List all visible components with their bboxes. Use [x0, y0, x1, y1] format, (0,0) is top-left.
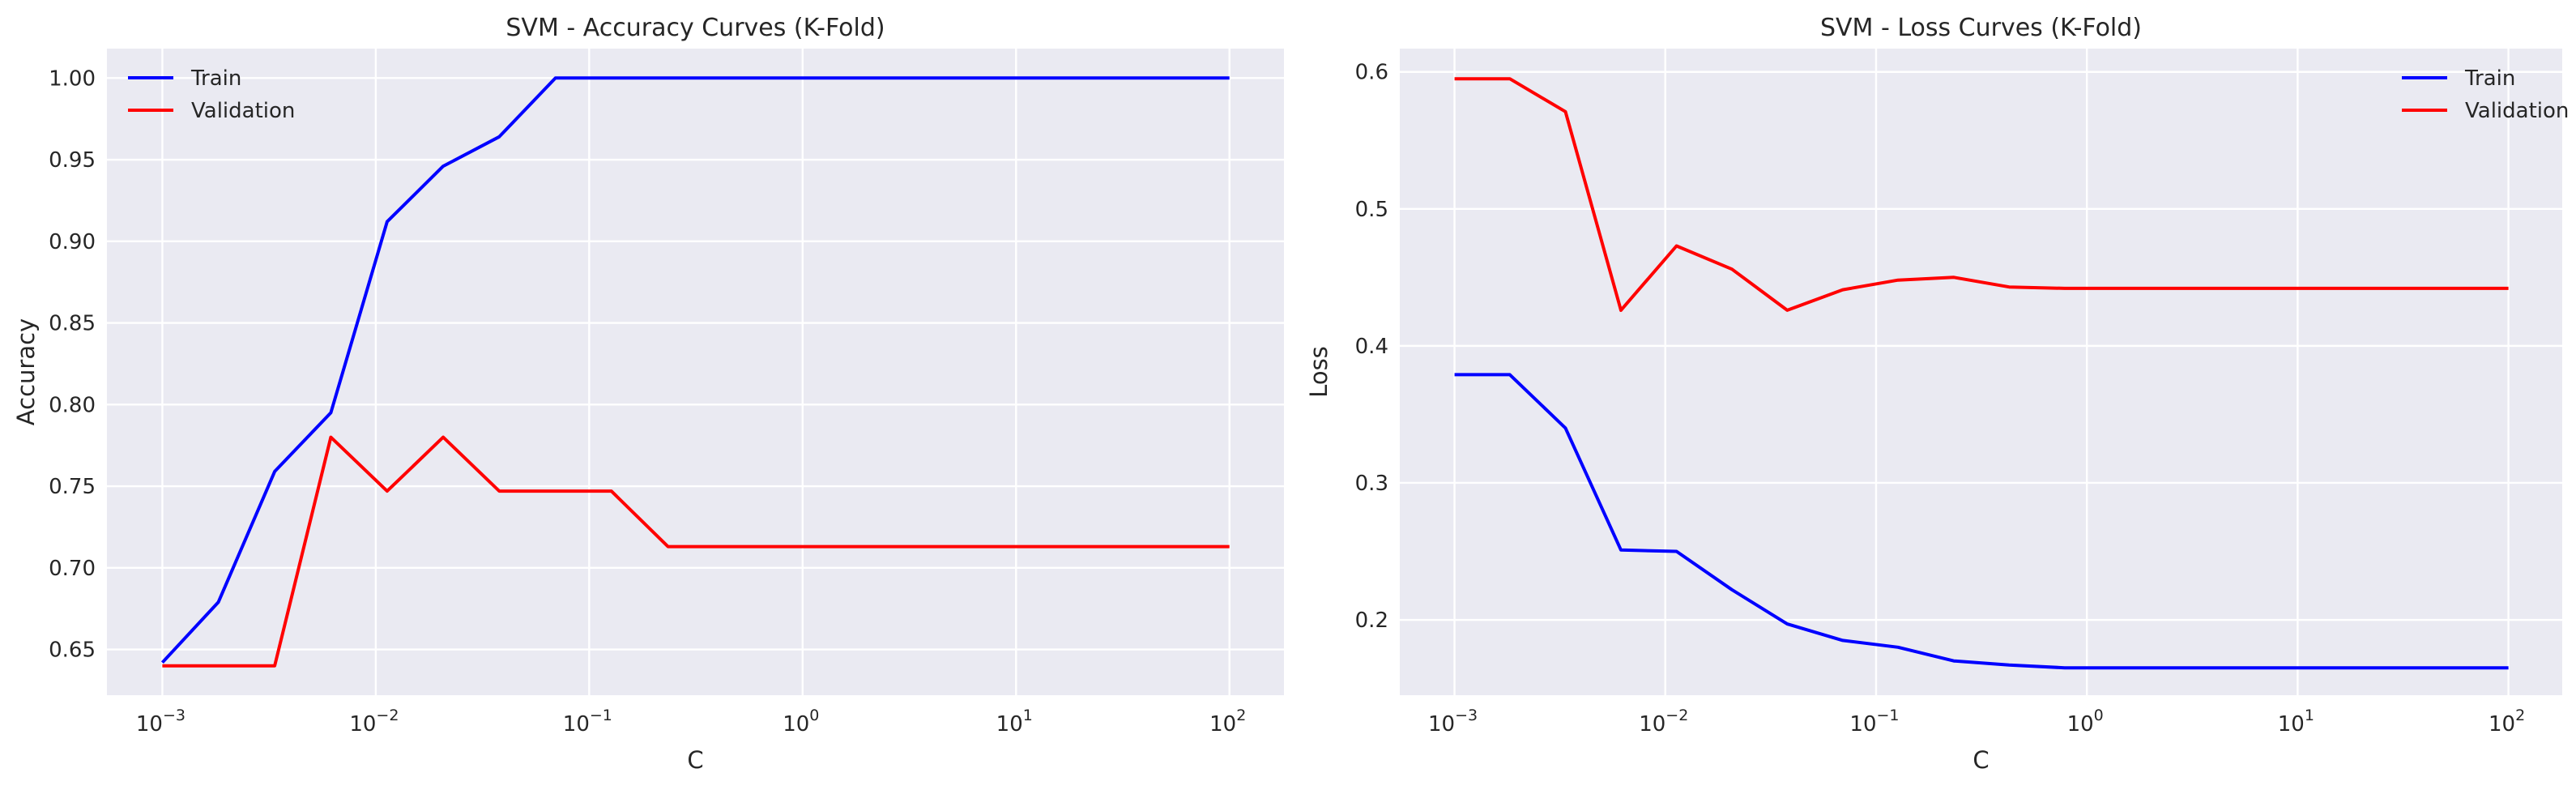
- x-tick-exponent: −2: [1665, 707, 1688, 724]
- y-tick-label: 0.95: [49, 148, 96, 173]
- x-tick-label: 101: [2278, 707, 2314, 737]
- x-tick-exponent: −3: [1455, 707, 1478, 724]
- y-tick-label: 0.90: [49, 230, 96, 254]
- plot-area: [1400, 49, 2562, 695]
- chart-title: SVM - Accuracy Curves (K-Fold): [505, 14, 885, 42]
- x-tick-base: 10: [563, 712, 590, 737]
- series-line-validation: [1454, 77, 2509, 312]
- x-tick-label: 10−2: [349, 707, 399, 737]
- x-tick-label: 10−1: [1849, 707, 1899, 737]
- x-tick-base: 10: [1428, 712, 1455, 737]
- x-tick-base: 10: [1849, 712, 1876, 737]
- x-tick-label: 102: [1209, 707, 1246, 737]
- y-tick-label: 0.5: [1355, 198, 1388, 222]
- x-tick-exponent: 0: [809, 707, 819, 724]
- y-tick-label: 0.6: [1355, 61, 1388, 85]
- x-axis-label: C: [1973, 746, 1989, 774]
- y-axis-label: Accuracy: [12, 318, 40, 425]
- x-tick-exponent: −1: [1877, 707, 1900, 724]
- x-axis-label: C: [687, 746, 703, 774]
- x-tick-base: 10: [2278, 712, 2305, 737]
- x-tick-label: 10−1: [563, 707, 612, 737]
- chart-title: SVM - Loss Curves (K-Fold): [1820, 14, 2142, 42]
- series-line-train: [1454, 373, 2509, 670]
- x-tick-exponent: 2: [2515, 707, 2525, 724]
- y-tick-label: 0.85: [49, 312, 96, 336]
- x-tick-label: 10−3: [136, 707, 186, 737]
- plot-area: [107, 49, 1284, 695]
- series-line-validation: [162, 435, 1230, 668]
- x-tick-base: 10: [1209, 712, 1236, 737]
- x-tick-base: 10: [136, 712, 163, 737]
- x-tick-base: 10: [783, 712, 809, 737]
- accuracy-chart: 10−3 10−2 10−1 100 101 1020.650.700.750.800.8…: [12, 14, 1284, 774]
- y-tick-label: 0.4: [1355, 335, 1388, 359]
- x-tick-label: 100: [2067, 707, 2104, 737]
- y-tick-label: 0.65: [49, 638, 96, 663]
- x-tick-base: 10: [996, 712, 1023, 737]
- y-tick-label: 1.00: [49, 66, 96, 91]
- y-tick-label: 0.80: [49, 393, 96, 417]
- legend: Train Validation: [2402, 66, 2569, 123]
- legend-label-validation: Validation: [2465, 99, 2569, 123]
- x-tick-label: 10−2: [1639, 707, 1688, 737]
- x-tick-exponent: 1: [1023, 707, 1033, 724]
- x-tick-exponent: 0: [2094, 707, 2104, 724]
- series-line-train: [160, 76, 1230, 664]
- x-tick-exponent: 2: [1236, 707, 1246, 724]
- legend: Train Validation: [128, 66, 295, 123]
- legend-label-validation: Validation: [191, 99, 295, 123]
- y-tick-label: 0.70: [49, 557, 96, 581]
- x-tick-base: 10: [1639, 712, 1665, 737]
- y-axis-label: Loss: [1305, 346, 1333, 398]
- legend-label-train: Train: [190, 66, 241, 91]
- x-tick-label: 101: [996, 707, 1033, 737]
- loss-chart: 10−3 10−2 10−1 100 101 1020.20.30.40.50.6SVM …: [1305, 14, 2569, 774]
- x-tick-exponent: −2: [376, 707, 399, 724]
- x-tick-exponent: 1: [2305, 707, 2314, 724]
- x-tick-base: 10: [349, 712, 376, 737]
- y-tick-label: 0.3: [1355, 472, 1388, 496]
- x-tick-base: 10: [2067, 712, 2094, 737]
- x-tick-base: 10: [2489, 712, 2515, 737]
- x-tick-exponent: −1: [590, 707, 612, 724]
- x-tick-label: 102: [2489, 707, 2525, 737]
- y-tick-label: 0.75: [49, 475, 96, 499]
- x-tick-label: 100: [783, 707, 819, 737]
- x-tick-label: 10−3: [1428, 707, 1478, 737]
- legend-label-train: Train: [2464, 66, 2515, 91]
- x-tick-exponent: −3: [163, 707, 186, 724]
- y-tick-label: 0.2: [1355, 609, 1388, 633]
